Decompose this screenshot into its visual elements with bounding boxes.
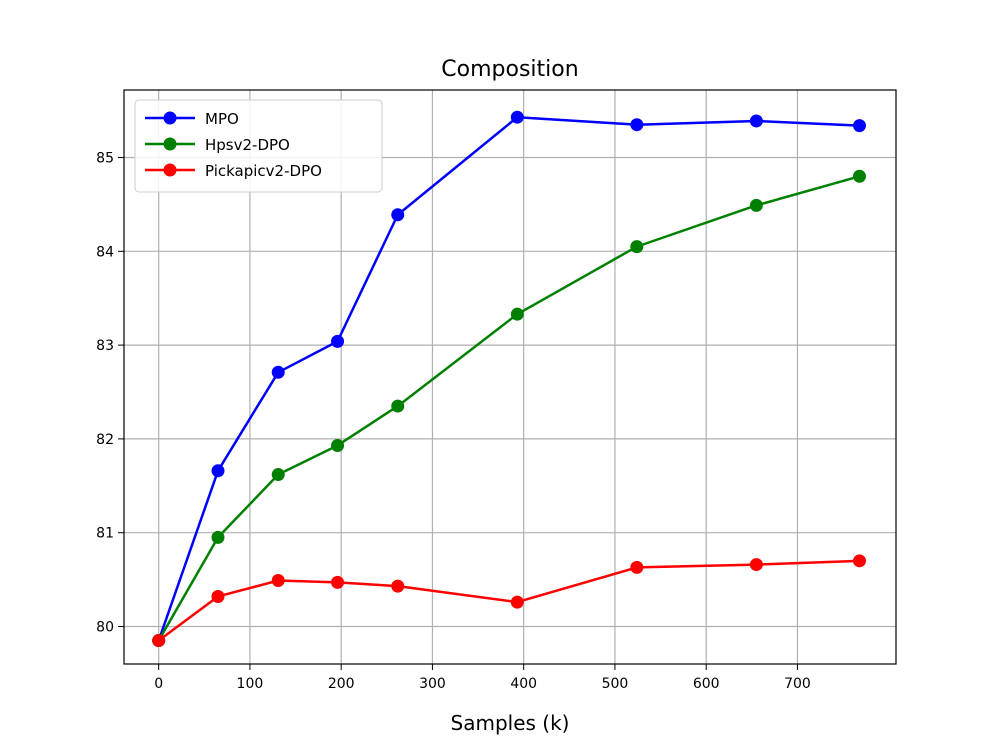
- legend-label: Hpsv2-DPO: [205, 136, 290, 154]
- data-point: [630, 560, 644, 574]
- data-point: [749, 198, 763, 212]
- x-tick-label: 400: [510, 676, 537, 692]
- x-tick-label: 500: [602, 676, 629, 692]
- data-point: [391, 208, 405, 222]
- data-point: [510, 595, 524, 609]
- data-point: [391, 399, 405, 413]
- data-point: [331, 438, 345, 452]
- data-point: [152, 634, 166, 648]
- x-axis-label: Samples (k): [451, 711, 570, 735]
- y-tick-label: 84: [96, 244, 114, 260]
- data-point: [271, 574, 285, 588]
- legend: MPO Hpsv2-DPO Pickapicv2-DPO: [134, 99, 383, 193]
- legend-marker: [163, 163, 177, 177]
- data-point: [211, 589, 225, 603]
- data-point: [852, 169, 866, 183]
- chart-title: Composition: [441, 57, 578, 82]
- x-tick-label: 600: [693, 676, 720, 692]
- data-point: [271, 365, 285, 379]
- y-axis: 80 81 82 83 84 85: [96, 151, 124, 635]
- data-point: [852, 119, 866, 133]
- data-point: [211, 530, 225, 544]
- legend-frame: [134, 99, 383, 193]
- data-point: [852, 554, 866, 568]
- data-point: [331, 575, 345, 589]
- data-point: [510, 307, 524, 321]
- x-tick-label: 0: [154, 676, 163, 692]
- plot-area-frame: [123, 89, 897, 665]
- series-layer: [152, 110, 866, 648]
- data-point: [630, 240, 644, 254]
- legend-label: Pickapicv2-DPO: [205, 162, 322, 180]
- data-point: [749, 558, 763, 572]
- data-point: [510, 110, 524, 124]
- x-tick-label: 200: [328, 676, 355, 692]
- x-tick-label: 700: [784, 676, 811, 692]
- data-point: [331, 334, 345, 348]
- data-point: [391, 579, 405, 593]
- y-tick-label: 83: [96, 338, 114, 354]
- y-tick-label: 85: [96, 151, 114, 167]
- x-tick-label: 300: [419, 676, 446, 692]
- y-tick-label: 82: [96, 432, 114, 448]
- data-point: [630, 118, 644, 132]
- legend-label: MPO: [205, 110, 239, 128]
- x-axis: 0 100 200 300 400 500 600 700: [154, 664, 811, 692]
- data-point: [271, 468, 285, 482]
- x-tick-label: 100: [237, 676, 264, 692]
- legend-marker: [163, 111, 177, 125]
- data-point: [211, 464, 225, 478]
- legend-marker: [163, 137, 177, 151]
- y-tick-label: 80: [96, 619, 114, 635]
- y-tick-label: 81: [96, 526, 114, 542]
- data-point: [749, 114, 763, 128]
